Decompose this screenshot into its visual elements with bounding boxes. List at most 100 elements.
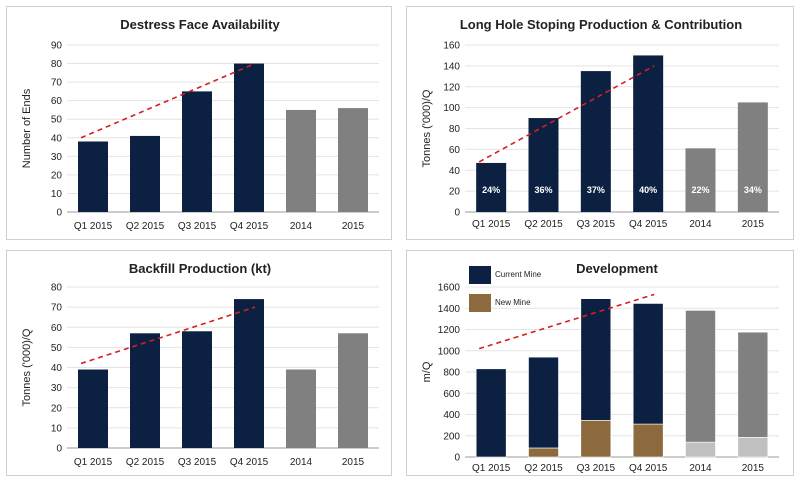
- y-tick-label: 160: [443, 41, 460, 52]
- legend-label: New Mine: [495, 298, 531, 307]
- chart-panel-destress: Destress Face Availability 0 10 20 30 40 50 60…: [6, 6, 392, 240]
- chart-panel-backfill: Backfill Production (kt) 0 10 20 30 40 50 60 70…: [6, 250, 392, 476]
- x-tick-label: Q4 2015: [230, 457, 269, 468]
- y-axis-label: Tonnes ('000)/Q: [421, 89, 433, 167]
- x-tick-label: 2014: [689, 219, 712, 230]
- bar: [528, 118, 559, 212]
- bar-new-mine: [685, 441, 716, 458]
- y-tick-label: 40: [51, 363, 63, 374]
- x-tick-label: Q4 2015: [629, 219, 668, 230]
- x-tick-label: 2015: [342, 457, 365, 468]
- trend-line: [80, 62, 256, 139]
- y-tick-label: 50: [51, 115, 63, 126]
- chart-svg: Development 0 200 400 600 800 1000 1200 1400 160…: [421, 261, 779, 474]
- y-tick-label: 0: [454, 453, 460, 464]
- chart-svg: Backfill Production (kt) 0 10 20 30 40 50 60 70…: [21, 261, 379, 468]
- bar-current-mine: [632, 303, 664, 425]
- x-tick-label: Q4 2015: [230, 221, 269, 232]
- legend-swatch: [469, 294, 491, 312]
- x-tick-label: Q1 2015: [74, 457, 113, 468]
- bar: [476, 162, 507, 212]
- bar: [234, 63, 264, 212]
- y-tick-label: 60: [51, 323, 63, 334]
- y-tick-label: 600: [443, 389, 460, 400]
- bar-new-mine: [737, 437, 769, 458]
- y-tick-label: 70: [51, 303, 63, 314]
- bar: [286, 109, 316, 212]
- x-tick-label: 2015: [742, 219, 765, 230]
- y-tick-label: 50: [51, 343, 63, 354]
- chart-svg: Long Hole Stoping Production & Contribut…: [421, 17, 779, 230]
- y-axis-label: Number of Ends: [21, 88, 33, 168]
- x-tick-label: 2014: [290, 457, 313, 468]
- x-tick-label: Q2 2015: [126, 221, 165, 232]
- legend-swatch: [469, 266, 491, 284]
- x-tick-label: Q3 2015: [178, 221, 217, 232]
- trend-line: [478, 293, 655, 350]
- y-tick-label: 70: [51, 78, 63, 89]
- chart-title: Destress Face Availability: [120, 17, 280, 32]
- y-tick-label: 80: [51, 283, 63, 294]
- y-tick-label: 60: [449, 145, 461, 156]
- y-tick-label: 1600: [438, 283, 461, 294]
- bar: [633, 55, 664, 212]
- chart-panel-development: Development 0 200 400 600 800 1000 1200 1400 160…: [406, 250, 794, 476]
- y-tick-label: 400: [443, 410, 460, 421]
- data-label: 34%: [744, 185, 762, 195]
- y-tick-label: 10: [51, 189, 63, 200]
- bar: [338, 333, 368, 448]
- bar-new-mine: [580, 420, 612, 458]
- y-tick-label: 0: [454, 208, 460, 219]
- data-label: 24%: [482, 185, 500, 195]
- y-tick-label: 1000: [438, 346, 461, 357]
- bar: [580, 71, 611, 212]
- bar-current-mine: [475, 368, 507, 458]
- chart-title: Long Hole Stoping Production & Contribut…: [460, 17, 742, 32]
- chart-title: Backfill Production (kt): [129, 261, 271, 276]
- chart-panel-longhole: Long Hole Stoping Production & Contribut…: [406, 6, 794, 240]
- x-tick-label: Q2 2015: [126, 457, 165, 468]
- bar: [338, 108, 368, 212]
- chart-svg: Destress Face Availability 0 10 20 30 40 50 60…: [21, 17, 379, 232]
- trend-line: [80, 306, 256, 365]
- x-tick-label: Q4 2015: [629, 463, 668, 474]
- y-tick-label: 30: [51, 152, 63, 163]
- x-tick-label: 2014: [689, 463, 712, 474]
- y-tick-label: 80: [449, 124, 461, 135]
- x-tick-label: 2015: [342, 221, 365, 232]
- x-tick-label: Q1 2015: [74, 221, 113, 232]
- bar: [182, 331, 212, 448]
- bar: [78, 369, 108, 448]
- bar-current-mine: [528, 356, 559, 449]
- chart-title: Development: [576, 261, 658, 276]
- y-tick-label: 40: [449, 166, 461, 177]
- y-tick-label: 0: [56, 208, 62, 219]
- bar-current-mine: [685, 310, 716, 443]
- x-tick-label: Q2 2015: [524, 219, 563, 230]
- y-tick-label: 80: [51, 59, 63, 70]
- bar: [78, 141, 108, 212]
- y-tick-label: 1400: [438, 304, 461, 315]
- x-tick-label: 2015: [742, 463, 765, 474]
- data-label: 40%: [639, 185, 657, 195]
- y-tick-label: 40: [51, 133, 63, 144]
- y-tick-label: 90: [51, 41, 63, 52]
- y-tick-label: 10: [51, 423, 63, 434]
- y-tick-label: 30: [51, 383, 63, 394]
- y-axis-label: m/Q: [421, 361, 433, 382]
- y-axis-label: Tonnes ('000)/Q: [21, 328, 33, 406]
- data-label: 22%: [691, 185, 709, 195]
- y-tick-label: 0: [56, 444, 62, 455]
- x-tick-label: Q3 2015: [577, 219, 616, 230]
- bar-current-mine: [737, 331, 769, 438]
- data-label: 37%: [587, 185, 605, 195]
- bar-new-mine: [632, 423, 664, 458]
- y-tick-label: 200: [443, 431, 460, 442]
- y-tick-label: 60: [51, 96, 63, 107]
- x-tick-label: Q3 2015: [178, 457, 217, 468]
- bar: [234, 299, 264, 448]
- bar: [182, 91, 212, 212]
- x-tick-label: 2014: [290, 221, 313, 232]
- legend-label: Current Mine: [495, 270, 542, 279]
- bar: [130, 135, 160, 212]
